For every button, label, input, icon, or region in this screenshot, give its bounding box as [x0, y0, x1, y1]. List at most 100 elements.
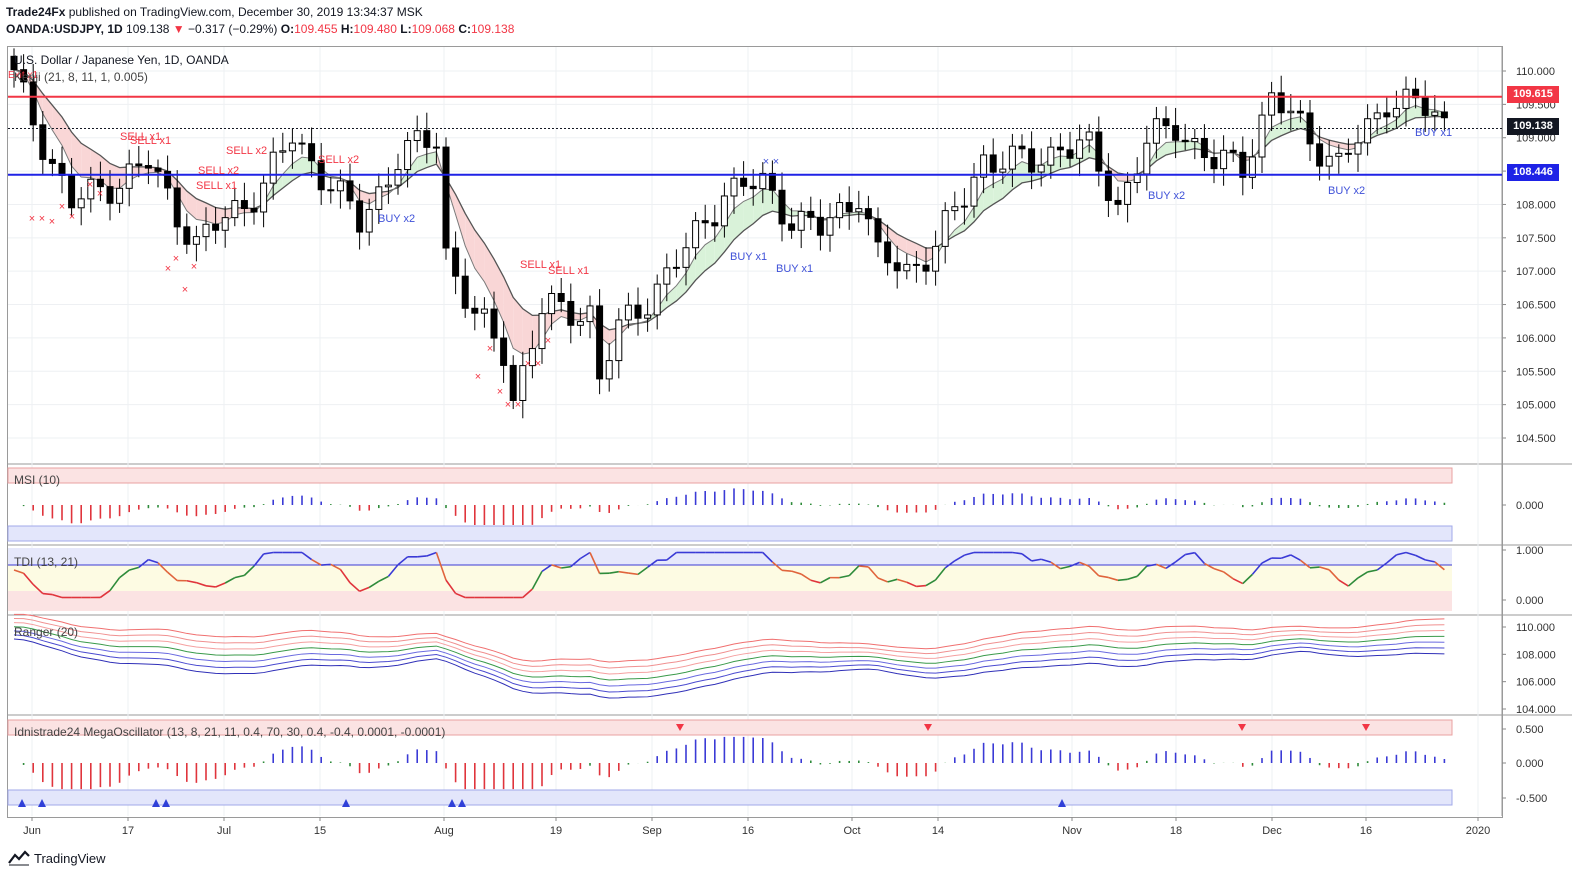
candle-body [807, 210, 815, 218]
symbol-code[interactable]: OANDA:USDJPY, 1D [6, 22, 123, 36]
mega-buy-arrow-icon [448, 799, 456, 807]
tdi-line-segment [1031, 558, 1042, 562]
tdi-line-segment [1376, 562, 1388, 571]
candle-body [1085, 131, 1093, 141]
candle-body [653, 283, 661, 316]
sell-cross-marker: × [97, 188, 103, 200]
tdi-line-segment [906, 581, 917, 588]
candle-body [96, 178, 104, 188]
tdi-line-segment [561, 565, 571, 569]
mega-overbought-zone [7, 719, 1453, 736]
kenji-cloud-segment [743, 197, 754, 231]
candle-body [951, 206, 959, 212]
close-value: 109.138 [470, 22, 515, 36]
trade-signal-label: SELL x1 [196, 180, 237, 192]
tdi-line-segment [417, 555, 427, 558]
mega-oversold-zone [7, 789, 1453, 806]
kenji-cloud-segment [1271, 122, 1282, 141]
tdi-line-segment [109, 577, 121, 592]
last-price: 109.138 [126, 22, 170, 36]
trade-signal-label: SELL x1 [120, 131, 161, 143]
tdi-line-segment [387, 564, 399, 577]
candle-body [1373, 112, 1381, 120]
price-axis-label: 107.000 [1516, 266, 1556, 278]
mega-sell-arrow-icon [1238, 724, 1246, 731]
candle-body [1354, 142, 1362, 155]
candle-body [29, 81, 37, 126]
tdi-line-segment [839, 574, 850, 579]
tradingview-footer[interactable]: TradingView [8, 850, 106, 866]
tdi-line-segment [167, 571, 178, 582]
mega-buy-arrow-icon [458, 799, 466, 807]
candle-body [154, 167, 162, 172]
tdi-line-segment [925, 579, 937, 587]
candle-body [596, 305, 604, 380]
candle-body [183, 226, 191, 245]
tdi-line-segment [1117, 578, 1128, 582]
kenji-label[interactable]: Kenji (21, 8, 11, 1, 0.005) [14, 70, 148, 84]
candle-body [39, 124, 47, 160]
candle-body [144, 165, 152, 169]
tdi-line-segment [1425, 559, 1435, 563]
candle-body [135, 163, 143, 167]
tdi-line-segment [791, 570, 802, 575]
candle-body [336, 180, 344, 192]
ranger-band-line [13, 618, 1445, 669]
ranger-label[interactable]: Ranger (20) [14, 625, 79, 639]
sell-cross-marker: × [525, 358, 531, 370]
candle-body [1383, 112, 1391, 118]
trade-signal-label: SELL x1 [548, 265, 589, 277]
low-value: 109.068 [411, 22, 455, 36]
candle-body [356, 200, 364, 233]
candle-body [922, 264, 930, 272]
tdi-line-segment [1204, 562, 1215, 570]
candle-body [941, 210, 949, 247]
kenji-cloud-segment [1185, 140, 1195, 151]
tdi-line-segment [867, 566, 879, 579]
sell-cross-marker: × [545, 335, 551, 347]
ranger-band-line [13, 630, 1445, 687]
candle-body [884, 241, 892, 264]
kenji-cloud-segment [734, 201, 744, 240]
tdi-line-segment [579, 551, 591, 560]
tdi-label[interactable]: TDI (13, 21) [14, 555, 79, 569]
buy-cross-marker: × [773, 156, 779, 168]
kenji-cloud-segment [302, 157, 312, 175]
tdi-line-segment [820, 576, 831, 584]
candle-body [874, 218, 882, 243]
mega-buy-arrow-icon [38, 799, 46, 807]
candle-body [116, 187, 124, 204]
megaoscillator-label[interactable]: Idnistrade24 MegaOscillator (13, 8, 21, … [14, 725, 446, 739]
trade-signal-label: SELL x1 [130, 135, 171, 147]
time-axis-label: Jul [217, 825, 231, 837]
kenji-cloud-segment [522, 308, 533, 355]
down-arrow-icon: ▼ [172, 22, 185, 36]
tdi-line-segment [445, 579, 457, 594]
tdi-line-segment [1338, 579, 1349, 587]
candle-body [394, 169, 402, 186]
candle-body [692, 220, 700, 249]
candle-body [845, 202, 853, 213]
tdi-line-segment [234, 574, 245, 579]
tdi-line-segment [186, 579, 197, 584]
tdi-line-segment [800, 573, 812, 581]
tdi-line-segment [954, 554, 965, 562]
tdi-line-segment [531, 571, 543, 590]
tdi-line-segment [359, 586, 370, 593]
candle-body [346, 180, 354, 202]
tdi-line-segment [435, 552, 447, 581]
kenji-cloud-segment [954, 221, 965, 236]
mega-sell-arrow-icon [924, 724, 932, 731]
candle-body [269, 151, 277, 184]
candle-body [1287, 110, 1295, 114]
candle-body [548, 292, 556, 315]
sell-cross-marker: × [49, 216, 55, 228]
candle-body [1296, 110, 1304, 114]
msi-axis-label: 0.000 [1516, 500, 1544, 512]
msi-label[interactable]: MSI (10) [14, 473, 61, 487]
mega-buy-arrow-icon [1058, 799, 1066, 807]
publisher-name[interactable]: Trade24Fx [6, 5, 66, 19]
time-axis-label: Dec [1262, 825, 1282, 837]
kenji-cloud-segment [705, 238, 715, 271]
